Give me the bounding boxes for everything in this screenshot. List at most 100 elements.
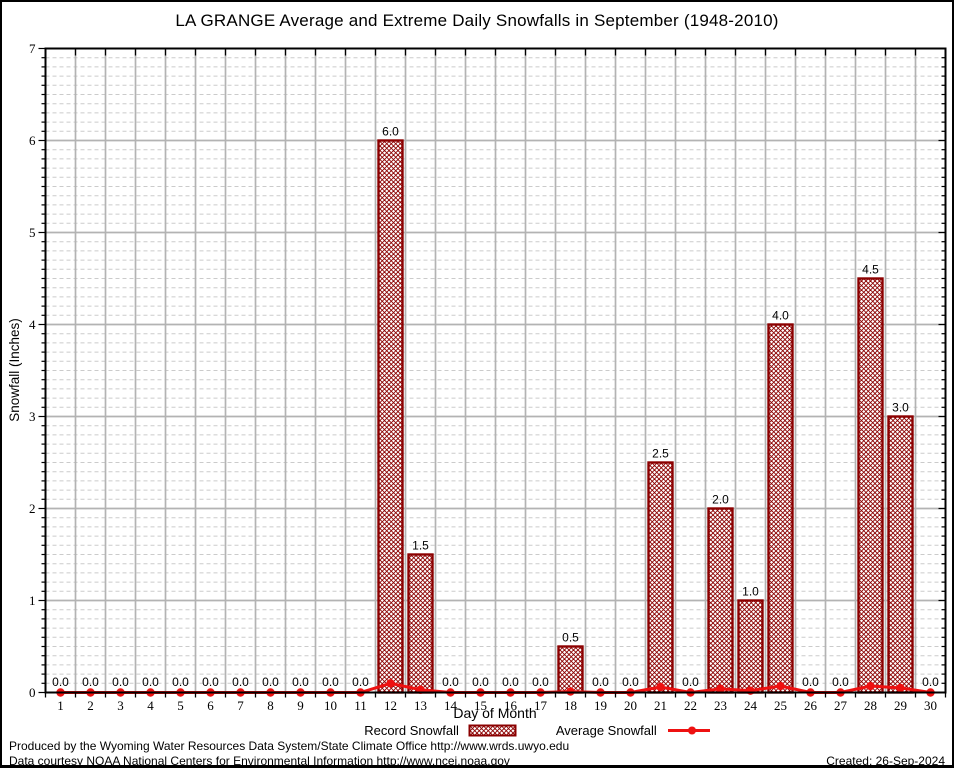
snowfall-plot: 0.0 0.0 0.0 0.0 0.0 0.0 0.0 0.0 0.0 0.0 0.0 6.0 1.5 0… [7, 41, 947, 721]
day-label-17: 17 [534, 698, 548, 713]
value-label-day-2: 0.0 [82, 675, 99, 689]
value-label-day-13: 1.5 [412, 539, 429, 553]
value-label-day-16: 0.0 [502, 675, 519, 689]
record-bar-day-24 [737, 599, 764, 694]
created-date: Created: 26-Sep-2024 [826, 754, 945, 768]
day-label-20: 20 [624, 698, 637, 713]
value-label-day-30: 0.0 [922, 675, 939, 689]
value-label-day-7: 0.0 [232, 675, 249, 689]
record-bar-day-25 [767, 323, 794, 694]
value-label-day-3: 0.0 [112, 675, 129, 689]
x-axis-tick-labels: 1 2 3 4 5 6 7 8 9 10 11 12 13 14 15 16 17 18 19 20 21 22 23 24 2… [57, 698, 937, 713]
day-label-8: 8 [267, 698, 274, 713]
average-marker-day-24 [746, 686, 755, 695]
y-tick-label-7: 7 [29, 41, 36, 56]
value-label-day-26: 0.0 [802, 675, 819, 689]
value-label-day-25: 4.0 [772, 309, 789, 323]
y-axis-title: Snowfall (Inches) [7, 318, 22, 422]
day-label-24: 24 [744, 698, 758, 713]
day-label-19: 19 [594, 698, 607, 713]
y-tick-label-3: 3 [29, 409, 36, 424]
day-label-9: 9 [297, 698, 304, 713]
day-label-23: 23 [714, 698, 727, 713]
footer-data-courtesy: Data courtesy NOAA National Centers for … [9, 754, 945, 768]
record-bar-day-12 [377, 139, 404, 694]
y-tick-label-0: 0 [29, 685, 36, 700]
y-tick-label-6: 6 [29, 133, 36, 148]
day-label-1: 1 [57, 698, 64, 713]
value-label-day-8: 0.0 [262, 675, 279, 689]
day-label-22: 22 [684, 698, 697, 713]
value-label-day-4: 0.0 [142, 675, 159, 689]
y-tick-label-1: 1 [29, 593, 36, 608]
legend-item-record: Record Snowfall [364, 723, 518, 738]
average-marker-day-23 [716, 684, 725, 694]
x-axis-title: Day of Month [453, 705, 536, 721]
average-marker-day-21 [656, 682, 665, 692]
average-marker-day-29 [896, 683, 905, 693]
average-marker-day-25 [776, 681, 785, 691]
day-label-30: 30 [924, 698, 937, 713]
day-label-7: 7 [237, 698, 244, 713]
day-label-6: 6 [207, 698, 214, 713]
legend-record-label: Record Snowfall [364, 723, 459, 738]
average-marker-day-28 [866, 681, 875, 691]
record-bar-day-29 [887, 415, 914, 694]
day-label-18: 18 [564, 698, 577, 713]
record-bar-day-28 [857, 277, 884, 694]
value-label-day-29: 3.0 [892, 401, 909, 415]
y-tick-label-2: 2 [29, 501, 36, 516]
value-label-day-12: 6.0 [382, 125, 399, 139]
plot-border [44, 47, 947, 694]
record-bar-day-21 [647, 461, 674, 694]
record-swatch-icon [468, 724, 517, 737]
day-label-11: 11 [354, 698, 367, 713]
day-label-29: 29 [894, 698, 907, 713]
legend-average-label: Average Snowfall [555, 723, 657, 738]
day-label-2: 2 [87, 698, 94, 713]
day-label-26: 26 [804, 698, 818, 713]
day-label-10: 10 [324, 698, 337, 713]
day-label-25: 25 [774, 698, 787, 713]
footer-data-courtesy-text: Data courtesy NOAA National Centers for … [9, 754, 510, 768]
value-label-day-27: 0.0 [832, 675, 849, 689]
value-label-day-1: 0.0 [52, 675, 69, 689]
value-label-day-24: 1.0 [742, 585, 759, 599]
value-label-day-20: 0.0 [622, 675, 639, 689]
y-tick-label-4: 4 [29, 317, 36, 332]
footer-produced-by: Produced by the Wyoming Water Resources … [9, 739, 570, 753]
record-bar-day-13 [407, 553, 434, 694]
value-label-day-6: 0.0 [202, 675, 219, 689]
value-label-day-10: 0.0 [322, 675, 339, 689]
gridlines [45, 48, 946, 693]
record-bar-day-18 [557, 645, 584, 694]
day-label-13: 13 [414, 698, 427, 713]
value-label-day-23: 2.0 [712, 493, 729, 507]
value-label-day-19: 0.0 [592, 675, 609, 689]
value-label-day-14: 0.0 [442, 675, 459, 689]
value-label-day-9: 0.0 [292, 675, 309, 689]
chart-title: LA GRANGE Average and Extreme Daily Snow… [175, 11, 779, 30]
day-label-27: 27 [834, 698, 848, 713]
value-label-day-17: 0.0 [532, 675, 549, 689]
legend-item-average: Average Snowfall [556, 723, 712, 738]
day-label-12: 12 [384, 698, 397, 713]
value-label-day-11: 0.0 [352, 675, 369, 689]
day-label-14: 14 [444, 698, 458, 713]
day-label-5: 5 [177, 698, 184, 713]
day-label-4: 4 [147, 698, 154, 713]
day-label-15: 15 [474, 698, 487, 713]
value-label-day-18: 0.5 [562, 631, 579, 645]
day-label-16: 16 [504, 698, 518, 713]
value-label-day-28: 4.5 [862, 263, 879, 277]
average-line-icon [667, 726, 710, 735]
value-label-day-5: 0.0 [172, 675, 189, 689]
value-label-day-15: 0.0 [472, 675, 489, 689]
y-axis-tick-labels: 0 1 2 3 4 5 6 7 [29, 41, 36, 700]
value-label-day-22: 0.0 [682, 675, 699, 689]
value-labels: 0.0 0.0 0.0 0.0 0.0 0.0 0.0 0.0 0.0 0.0 0.0 6.0 1.5 0… [52, 125, 939, 690]
day-label-28: 28 [864, 698, 877, 713]
average-marker-day-12 [386, 679, 395, 688]
legend: Record Snowfall Average Snowfall [2, 723, 952, 738]
